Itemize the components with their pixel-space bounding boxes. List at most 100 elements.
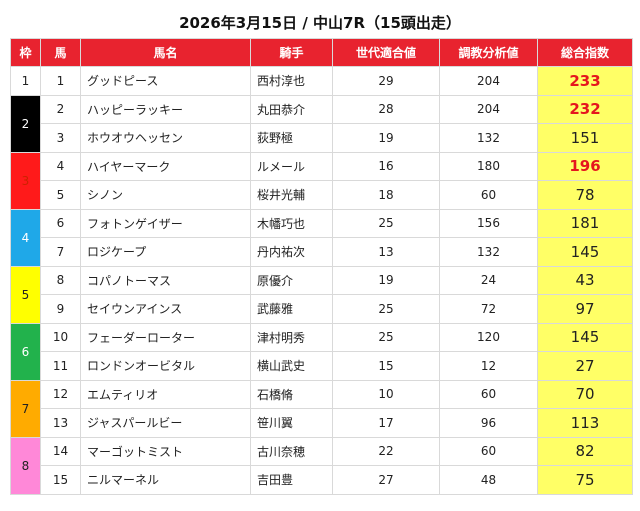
training-analysis-cell: 60 xyxy=(439,379,538,409)
header-training-analysis: 調教分析値 xyxy=(439,38,538,67)
generation-fit-cell: 19 xyxy=(332,265,440,295)
table-row: 2 2 ハッピーラッキー 丸田恭介 28 204 232 xyxy=(10,94,633,153)
training-analysis-cell: 120 xyxy=(439,322,538,352)
generation-fit-cell: 10 xyxy=(332,379,440,409)
total-index-cell: 181 xyxy=(537,208,633,238)
horse-name-cell: エムティリオ xyxy=(80,379,251,409)
jockey-cell: 横山武史 xyxy=(250,351,333,381)
horse-name-cell: ハッピーラッキー xyxy=(80,94,251,124)
total-index-cell: 233 xyxy=(537,66,633,96)
training-analysis-cell: 204 xyxy=(439,66,538,96)
jockey-cell: 石橋脩 xyxy=(250,379,333,409)
jockey-cell: 木幡巧也 xyxy=(250,208,333,238)
total-index-cell: 70 xyxy=(537,379,633,409)
horse-name-cell: ホウオウヘッセン xyxy=(80,123,251,153)
table-header-row: 枠 馬 馬名 騎手 世代適合値 調教分析値 総合指数 xyxy=(10,38,633,67)
table-row: 3 ホウオウヘッセン 荻野極 19 132 151 xyxy=(11,123,633,153)
training-analysis-cell: 156 xyxy=(439,208,538,238)
horse-number-cell: 3 xyxy=(40,123,81,153)
jockey-cell: 武藤雅 xyxy=(250,294,333,324)
training-analysis-cell: 72 xyxy=(439,294,538,324)
total-index-cell: 145 xyxy=(537,237,633,267)
total-index-cell: 151 xyxy=(537,123,633,153)
frame-cell: 3 xyxy=(10,151,41,210)
horse-name-cell: シノン xyxy=(80,180,251,210)
jockey-cell: 丸田恭介 xyxy=(250,94,333,124)
frame-cell: 5 xyxy=(10,265,41,324)
horse-number-cell: 7 xyxy=(40,237,81,267)
table-row: 9 セイウンアインス 武藤雅 25 72 97 xyxy=(11,294,633,324)
horse-name-cell: ニルマーネル xyxy=(80,465,251,495)
table-row: 7 12 エムティリオ 石橋脩 10 60 70 xyxy=(10,379,633,438)
horse-name-cell: マーゴットミスト xyxy=(80,436,251,466)
jockey-cell: ルメール xyxy=(250,151,333,181)
training-analysis-cell: 132 xyxy=(439,237,538,267)
jockey-cell: 丹内祐次 xyxy=(250,237,333,267)
frame-cell: 1 xyxy=(10,66,41,96)
race-index-table: 枠 馬 馬名 騎手 世代適合値 調教分析値 総合指数 1 1 グッドピース 西村淳也 2… xyxy=(10,38,633,495)
horse-name-cell: フェーダーローター xyxy=(80,322,251,352)
header-frame: 枠 xyxy=(10,38,41,67)
total-index-cell: 113 xyxy=(537,408,633,438)
total-index-cell: 78 xyxy=(537,180,633,210)
table-row: 7 ロジケープ 丹内祐次 13 132 145 xyxy=(11,237,633,267)
header-generation-fit: 世代適合値 xyxy=(332,38,440,67)
horse-name-cell: ジャスパールビー xyxy=(80,408,251,438)
horse-number-cell: 1 xyxy=(40,66,81,96)
table-row: 6 10 フェーダーローター 津村明秀 25 120 145 xyxy=(10,322,633,381)
training-analysis-cell: 24 xyxy=(439,265,538,295)
frame-cell: 6 xyxy=(10,322,41,381)
header-horse-number: 馬 xyxy=(40,38,81,67)
training-analysis-cell: 96 xyxy=(439,408,538,438)
horse-number-cell: 6 xyxy=(40,208,81,238)
total-index-cell: 43 xyxy=(537,265,633,295)
total-index-cell: 232 xyxy=(537,94,633,124)
generation-fit-cell: 27 xyxy=(332,465,440,495)
horse-name-cell: グッドピース xyxy=(80,66,251,96)
total-index-cell: 75 xyxy=(537,465,633,495)
table-row: 5 8 コパノトーマス 原優介 19 24 43 xyxy=(10,265,633,324)
generation-fit-cell: 22 xyxy=(332,436,440,466)
horse-number-cell: 2 xyxy=(40,94,81,124)
training-analysis-cell: 60 xyxy=(439,436,538,466)
table-row: 4 6 フォトンゲイザー 木幡巧也 25 156 181 xyxy=(10,208,633,267)
total-index-cell: 145 xyxy=(537,322,633,352)
horse-number-cell: 5 xyxy=(40,180,81,210)
jockey-cell: 古川奈穂 xyxy=(250,436,333,466)
horse-number-cell: 13 xyxy=(40,408,81,438)
generation-fit-cell: 19 xyxy=(332,123,440,153)
horse-number-cell: 10 xyxy=(40,322,81,352)
table-row: 11 ロンドンオービタル 横山武史 15 12 27 xyxy=(11,351,633,381)
training-analysis-cell: 48 xyxy=(439,465,538,495)
generation-fit-cell: 18 xyxy=(332,180,440,210)
header-horse-name: 馬名 xyxy=(80,38,251,67)
generation-fit-cell: 15 xyxy=(332,351,440,381)
table-row: 15 ニルマーネル 吉田豊 27 48 75 xyxy=(11,465,633,495)
training-analysis-cell: 12 xyxy=(439,351,538,381)
table-row: 5 シノン 桜井光輔 18 60 78 xyxy=(11,180,633,210)
total-index-cell: 196 xyxy=(537,151,633,181)
horse-name-cell: フォトンゲイザー xyxy=(80,208,251,238)
jockey-cell: 荻野極 xyxy=(250,123,333,153)
generation-fit-cell: 25 xyxy=(332,208,440,238)
horse-number-cell: 9 xyxy=(40,294,81,324)
table-row: 13 ジャスパールビー 笹川翼 17 96 113 xyxy=(11,408,633,438)
generation-fit-cell: 13 xyxy=(332,237,440,267)
horse-number-cell: 8 xyxy=(40,265,81,295)
table-row: 8 14 マーゴットミスト 古川奈穂 22 60 82 xyxy=(10,436,633,495)
jockey-cell: 津村明秀 xyxy=(250,322,333,352)
horse-name-cell: ハイヤーマーク xyxy=(80,151,251,181)
horse-number-cell: 11 xyxy=(40,351,81,381)
training-analysis-cell: 204 xyxy=(439,94,538,124)
generation-fit-cell: 28 xyxy=(332,94,440,124)
header-total-index: 総合指数 xyxy=(537,38,633,67)
horse-name-cell: ロンドンオービタル xyxy=(80,351,251,381)
total-index-cell: 82 xyxy=(537,436,633,466)
total-index-cell: 97 xyxy=(537,294,633,324)
header-jockey: 騎手 xyxy=(250,38,333,67)
training-analysis-cell: 180 xyxy=(439,151,538,181)
frame-cell: 2 xyxy=(10,94,41,153)
generation-fit-cell: 25 xyxy=(332,322,440,352)
horse-name-cell: ロジケープ xyxy=(80,237,251,267)
generation-fit-cell: 17 xyxy=(332,408,440,438)
